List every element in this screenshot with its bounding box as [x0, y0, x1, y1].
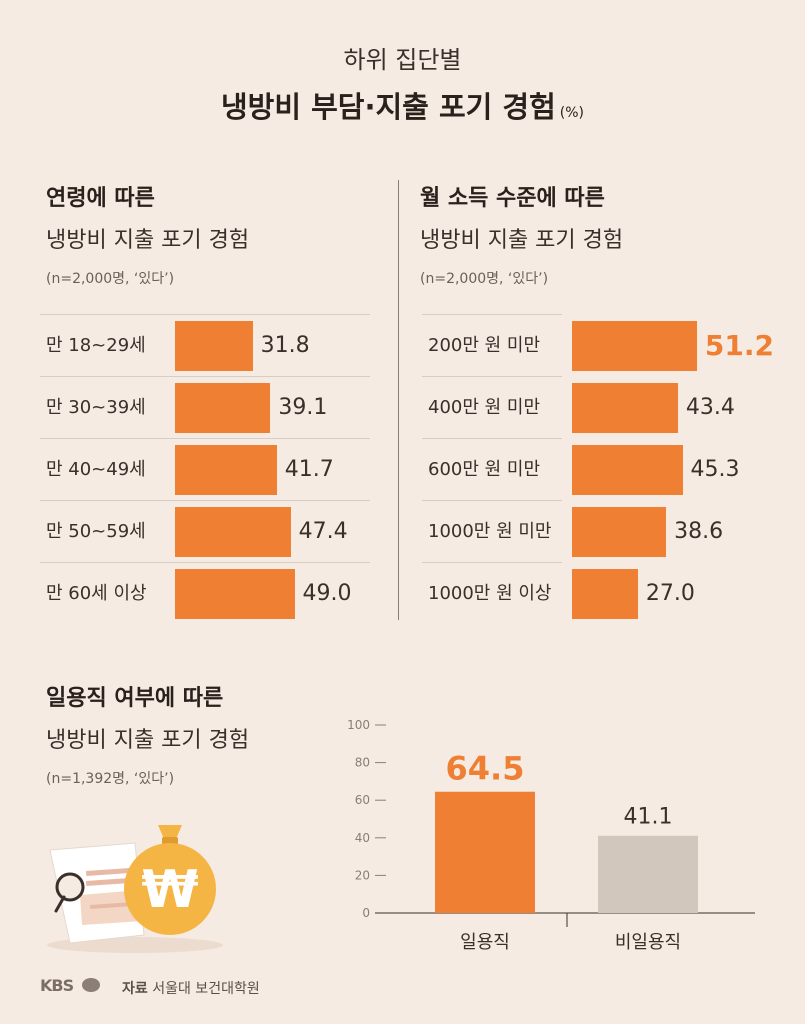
bar-row: 만 18~29세 31.8	[40, 314, 370, 377]
category-label: 200만 원 미만	[428, 335, 541, 356]
bar	[175, 569, 295, 619]
category-label: 일용직	[460, 932, 510, 953]
category-label: 만 50~59세	[46, 521, 146, 542]
age-section-note: (n=2,000명, ‘있다’)	[46, 271, 175, 287]
bar-row: 만 50~59세 47.4	[40, 500, 370, 563]
won-symbol: ₩	[141, 860, 198, 920]
data-label: 49.0	[302, 581, 352, 606]
y-tick-label: 40	[355, 831, 370, 845]
source-label: 자료	[122, 981, 148, 997]
y-tick-label: 0	[362, 906, 370, 920]
category-label: 1000만 원 미만	[428, 521, 552, 542]
bar-row: 만 40~49세 41.7	[40, 438, 370, 501]
bar	[572, 445, 683, 495]
y-tick-label: 20	[355, 868, 370, 882]
income-bar-chart: 200만 원 미만 51.2 400만 원 미만 43.4 600만 원 미만 45.3 1…	[422, 314, 782, 634]
column-bar	[598, 835, 698, 913]
source-text: 서울대 보건대학원	[152, 981, 260, 997]
data-label: 47.4	[298, 519, 348, 544]
page-title: 냉방비 부담·지출 포기 경험 (%)	[0, 84, 805, 126]
bar-row: 400만 원 미만 43.4	[422, 376, 735, 439]
money-bag-icon: ₩	[124, 825, 216, 935]
source-line: 자료 서울대 보건대학원	[122, 978, 260, 998]
page-title-text: 냉방비 부담·지출 포기 경험	[220, 90, 556, 124]
worker-section-title: 냉방비 지출 포기 경험	[46, 728, 250, 753]
y-tick-label: 100	[347, 718, 370, 732]
kbs-logo: KBS	[40, 976, 74, 995]
page-subtitle: 하위 집단별	[343, 46, 462, 74]
bar	[175, 383, 271, 433]
worker-column-chart: 0 20 40 60 80 100 64.5 일용직 41.1 비일용직	[347, 718, 755, 953]
category-label: 600만 원 미만	[428, 459, 541, 480]
worker-section-note: (n=1,392명, ‘있다’)	[46, 771, 175, 787]
data-label: 51.2	[704, 329, 775, 362]
bar	[572, 383, 678, 433]
worker-section-heading: 일용직 여부에 따른	[46, 686, 224, 711]
bar	[175, 507, 291, 557]
data-label: 27.0	[645, 581, 695, 606]
income-section-title: 냉방비 지출 포기 경험	[420, 228, 624, 253]
data-label: 41.7	[284, 457, 334, 482]
data-label: 45.3	[690, 457, 740, 482]
category-label: 만 40~49세	[46, 459, 146, 480]
bar	[572, 507, 667, 557]
kbs-logo-mark	[82, 978, 100, 992]
age-bar-chart: 만 18~29세 31.8 만 30~39세 39.1 만 40~49세 41.7 만 50…	[40, 314, 380, 634]
unit-label: (%)	[559, 105, 585, 121]
income-section-heading: 월 소득 수준에 따른	[420, 186, 605, 211]
bar-row: 600만 원 미만 45.3	[422, 438, 740, 501]
section-divider	[398, 180, 399, 620]
data-label: 31.8	[260, 333, 310, 358]
bar-row: 1000만 원 미만 38.6	[422, 500, 723, 563]
column-bar	[435, 791, 535, 913]
bar-row: 만 30~39세 39.1	[40, 376, 370, 439]
magnifier-icon	[54, 872, 85, 913]
bar	[175, 445, 277, 495]
data-label: 41.1	[624, 805, 673, 830]
category-label: 400만 원 미만	[428, 397, 541, 418]
category-label: 비일용직	[615, 932, 681, 953]
category-label: 만 60세 이상	[46, 583, 147, 604]
bar	[572, 569, 638, 619]
bar	[175, 321, 253, 371]
bar	[572, 321, 697, 371]
category-label: 1000만 원 이상	[428, 583, 552, 604]
age-section-heading: 연령에 따른	[46, 186, 155, 211]
category-label: 만 30~39세	[46, 397, 146, 418]
bar-row: 1000만 원 이상 27.0	[422, 562, 695, 625]
y-tick-label: 60	[355, 793, 370, 807]
data-label: 64.5	[446, 750, 525, 788]
bar-row: 200만 원 미만 51.2	[422, 314, 774, 377]
category-label: 만 18~29세	[46, 335, 146, 356]
data-label: 43.4	[685, 395, 735, 420]
income-section-note: (n=2,000명, ‘있다’)	[420, 271, 549, 287]
money-illustration: ₩	[47, 825, 223, 953]
bar-row: 만 60세 이상 49.0	[40, 562, 370, 625]
data-label: 38.6	[674, 519, 724, 544]
y-tick-label: 80	[355, 756, 370, 770]
data-label: 39.1	[278, 395, 328, 420]
age-section-title: 냉방비 지출 포기 경험	[46, 228, 250, 253]
